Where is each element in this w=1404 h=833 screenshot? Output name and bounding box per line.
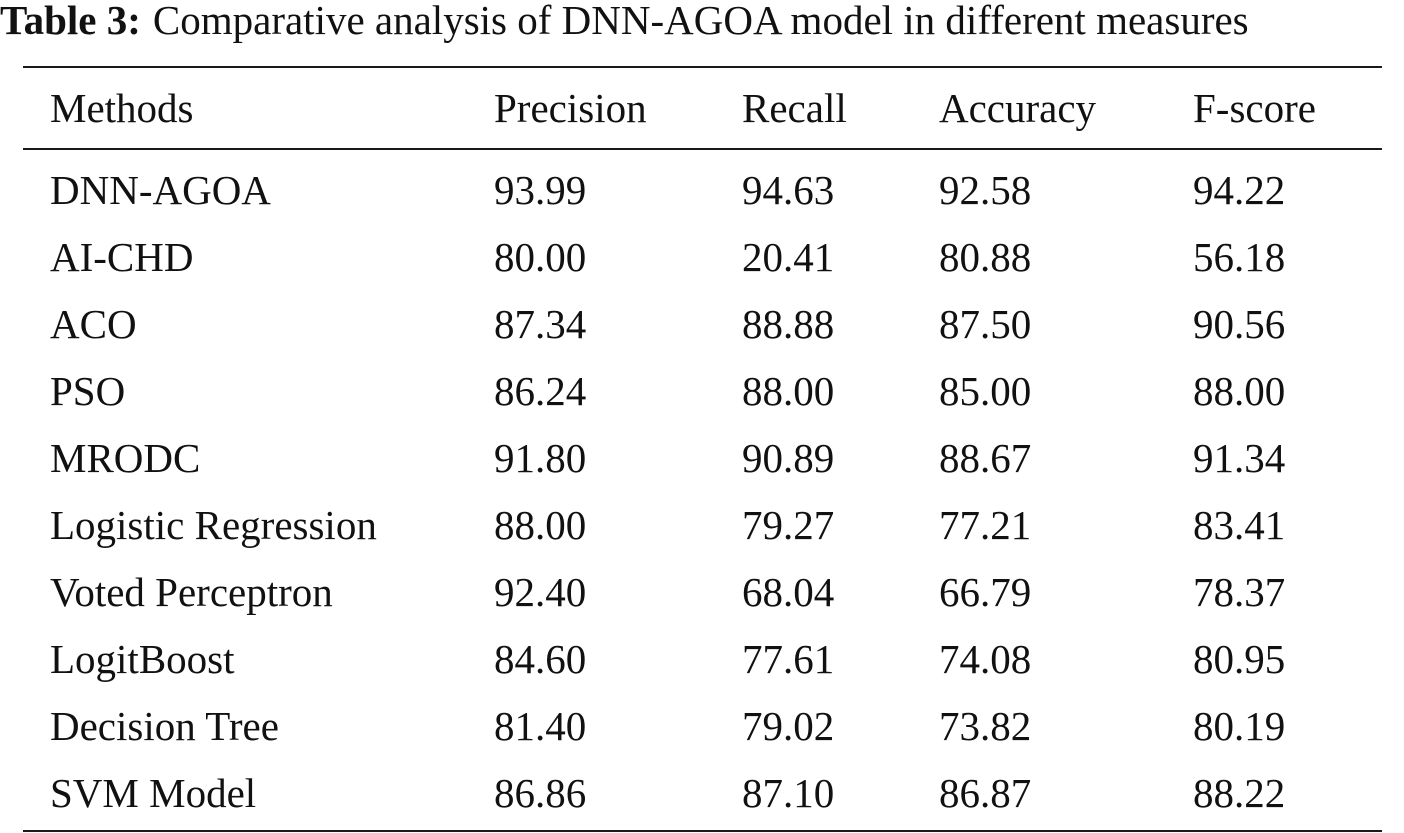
table-row: DNN-AGOA 93.99 94.63 92.58 94.22 (23, 157, 1382, 224)
comparison-table: Methods Precision Recall Accuracy F-scor… (23, 66, 1382, 832)
header-precision: Precision (494, 85, 647, 131)
cell-method: SVM Model (50, 770, 257, 816)
table-body-spacer (23, 150, 1382, 157)
cell-recall: 87.10 (742, 770, 835, 816)
cell-f-score: 80.95 (1193, 636, 1286, 682)
cell-method: PSO (50, 368, 126, 414)
cell-method: AI-CHD (50, 234, 194, 280)
cell-precision: 91.80 (494, 435, 587, 481)
cell-f-score: 94.22 (1193, 167, 1286, 213)
cell-f-score: 88.00 (1193, 368, 1286, 414)
table-row: ACO 87.34 88.88 87.50 90.56 (23, 291, 1382, 358)
table-bottom-rule (23, 830, 1382, 832)
cell-recall: 90.89 (742, 435, 835, 481)
cell-method: ACO (50, 301, 137, 347)
cell-accuracy: 85.00 (939, 368, 1032, 414)
table-row: AI-CHD 80.00 20.41 80.88 56.18 (23, 224, 1382, 291)
cell-accuracy: 92.58 (939, 167, 1032, 213)
table-caption-label: Table 3: (0, 0, 141, 43)
cell-accuracy: 66.79 (939, 569, 1032, 615)
cell-precision: 80.00 (494, 234, 587, 280)
cell-accuracy: 80.88 (939, 234, 1032, 280)
cell-precision: 86.86 (494, 770, 587, 816)
cell-accuracy: 86.87 (939, 770, 1032, 816)
cell-accuracy: 77.21 (939, 502, 1032, 548)
cell-method: Voted Perceptron (50, 569, 333, 615)
cell-precision: 92.40 (494, 569, 587, 615)
cell-recall: 88.00 (742, 368, 835, 414)
header-f-score: F-score (1193, 85, 1316, 131)
cell-f-score: 80.19 (1193, 703, 1286, 749)
cell-recall: 77.61 (742, 636, 835, 682)
table-caption-text: Comparative analysis of DNN-AGOA model i… (152, 0, 1249, 43)
cell-f-score: 88.22 (1193, 770, 1286, 816)
cell-f-score: 83.41 (1193, 502, 1286, 548)
cell-method: DNN-AGOA (50, 167, 271, 213)
table-row: PSO 86.24 88.00 85.00 88.00 (23, 358, 1382, 425)
cell-recall: 68.04 (742, 569, 835, 615)
cell-recall: 94.63 (742, 167, 835, 213)
table-header-rule (23, 148, 1382, 150)
cell-f-score: 91.34 (1193, 435, 1286, 481)
cell-precision: 87.34 (494, 301, 587, 347)
header-accuracy: Accuracy (939, 85, 1097, 131)
cell-precision: 88.00 (494, 502, 587, 548)
cell-f-score: 90.56 (1193, 301, 1286, 347)
table-header-row: Methods Precision Recall Accuracy F-scor… (23, 68, 1382, 148)
cell-accuracy: 87.50 (939, 301, 1032, 347)
cell-method: Decision Tree (50, 703, 279, 749)
cell-accuracy: 88.67 (939, 435, 1032, 481)
cell-recall: 20.41 (742, 234, 835, 280)
header-methods: Methods (50, 85, 194, 131)
cell-recall: 88.88 (742, 301, 835, 347)
table-row: LogitBoost 84.60 77.61 74.08 80.95 (23, 626, 1382, 693)
cell-f-score: 78.37 (1193, 569, 1286, 615)
cell-precision: 84.60 (494, 636, 587, 682)
header-recall: Recall (742, 85, 847, 131)
cell-precision: 81.40 (494, 703, 587, 749)
cell-recall: 79.02 (742, 703, 835, 749)
cell-accuracy: 73.82 (939, 703, 1032, 749)
table-row: Logistic Regression 88.00 79.27 77.21 83… (23, 492, 1382, 559)
table-row: MRODC 91.80 90.89 88.67 91.34 (23, 425, 1382, 492)
cell-f-score: 56.18 (1193, 234, 1286, 280)
cell-method: LogitBoost (50, 636, 235, 682)
cell-precision: 93.99 (494, 167, 587, 213)
cell-method: MRODC (50, 435, 201, 481)
table-row: SVM Model 86.86 87.10 86.87 88.22 (23, 760, 1382, 827)
cell-method: Logistic Regression (50, 502, 377, 548)
cell-accuracy: 74.08 (939, 636, 1032, 682)
cell-recall: 79.27 (742, 502, 835, 548)
table-row: Decision Tree 81.40 79.02 73.82 80.19 (23, 693, 1382, 760)
table-caption: Table 3: Comparative analysis of DNN-AGOA… (0, 0, 1404, 44)
cell-precision: 86.24 (494, 368, 587, 414)
table-top-rule (23, 66, 1382, 68)
table-row: Voted Perceptron 92.40 68.04 66.79 78.37 (23, 559, 1382, 626)
